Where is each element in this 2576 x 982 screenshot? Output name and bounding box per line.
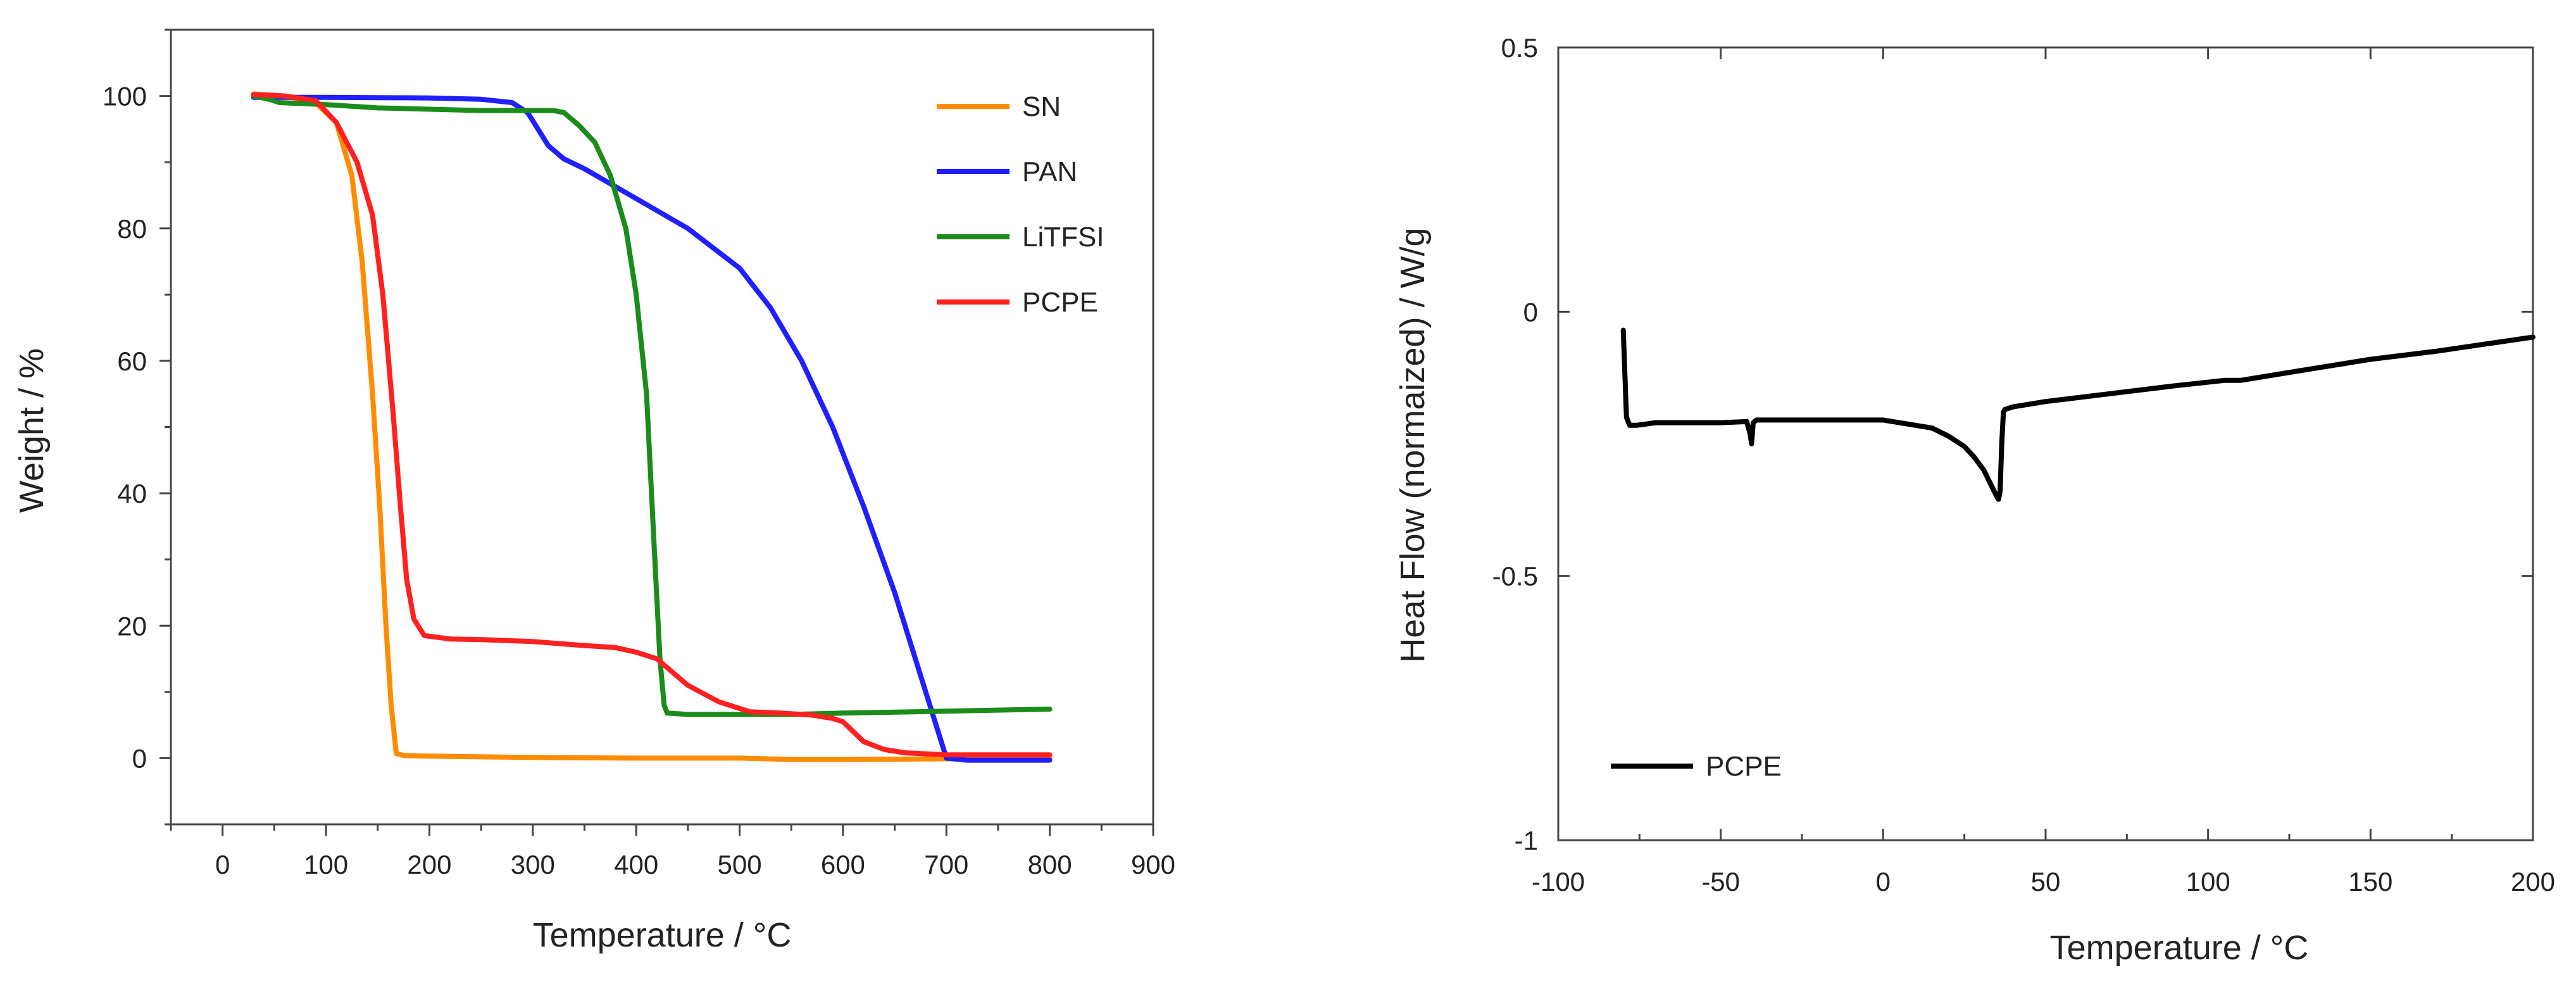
- tga-legend-label-pan: PAN: [1022, 156, 1077, 187]
- tga-series-line-pcpe: [251, 92, 1053, 758]
- tga-x-tick-label: 200: [407, 850, 451, 879]
- dsc-x-tick-label: 100: [2186, 867, 2230, 897]
- tga-y-tick-label: 40: [117, 479, 147, 508]
- tga-x-axis-title: Temperature / °C: [533, 916, 792, 954]
- tga-x-tick-label: 500: [717, 850, 761, 879]
- dsc-x-tick-label: 150: [2348, 867, 2392, 897]
- dsc-y-axis-title: Heat Flow (normaized) / W/g: [1394, 227, 1432, 662]
- tga-x-tick-label: 800: [1028, 850, 1072, 879]
- dsc-x-tick-label: -50: [1701, 867, 1740, 897]
- tga-x-tick-label: 700: [924, 850, 968, 879]
- tga-x-tick-label: 400: [614, 850, 658, 879]
- dsc-y-tick-label: 0.5: [1501, 33, 1538, 63]
- dsc-series-line-pcpe: [1620, 327, 2535, 502]
- tga-y-tick-label: 0: [132, 743, 147, 773]
- tga-legend-label-sn: SN: [1022, 91, 1061, 122]
- dsc-y-tick-label: 0: [1523, 297, 1538, 327]
- tga-legend-label-litfsi: LiTFSI: [1022, 222, 1104, 253]
- tga-x-tick-label: 100: [304, 850, 348, 879]
- tga-x-tick-label: 300: [511, 850, 555, 879]
- tga-x-tick-label: 0: [215, 850, 230, 879]
- tga-y-tick-label: 20: [117, 611, 147, 641]
- tga-y-axis-title: Weight / %: [13, 348, 51, 513]
- tga-x-tick-label: 900: [1131, 850, 1175, 879]
- dsc-plot-frame: [1557, 46, 2534, 841]
- tga-chart: Temperature / °C Weight / % 0 100 200 300 40…: [13, 28, 1175, 954]
- dsc-x-tick-label: 50: [2031, 867, 2061, 897]
- tga-series-line-pan: [251, 94, 1053, 763]
- tga-legend-label-pcpe: PCPE: [1022, 287, 1098, 318]
- dsc-y-tick-label: -0.5: [1492, 562, 1538, 591]
- tga-y-tick-label: 100: [103, 82, 147, 111]
- tga-y-tick-label: 60: [117, 346, 147, 376]
- dsc-x-axis-title: Temperature / °C: [2050, 929, 2309, 967]
- tga-series-line-litfsi: [251, 93, 1053, 717]
- dsc-x-tick-label: 0: [1876, 867, 1891, 897]
- dsc-chart: Temperature / °C Heat Flow (normaized) /…: [1394, 33, 2555, 967]
- dsc-legend-label-pcpe: PCPE: [1706, 751, 1782, 782]
- dsc-x-tick-label: -100: [1532, 867, 1585, 897]
- dsc-x-tick-label: 200: [2511, 867, 2555, 897]
- tga-x-tick-label: 600: [821, 850, 865, 879]
- tga-y-tick-label: 80: [117, 214, 147, 244]
- dsc-y-tick-label: -1: [1515, 826, 1538, 855]
